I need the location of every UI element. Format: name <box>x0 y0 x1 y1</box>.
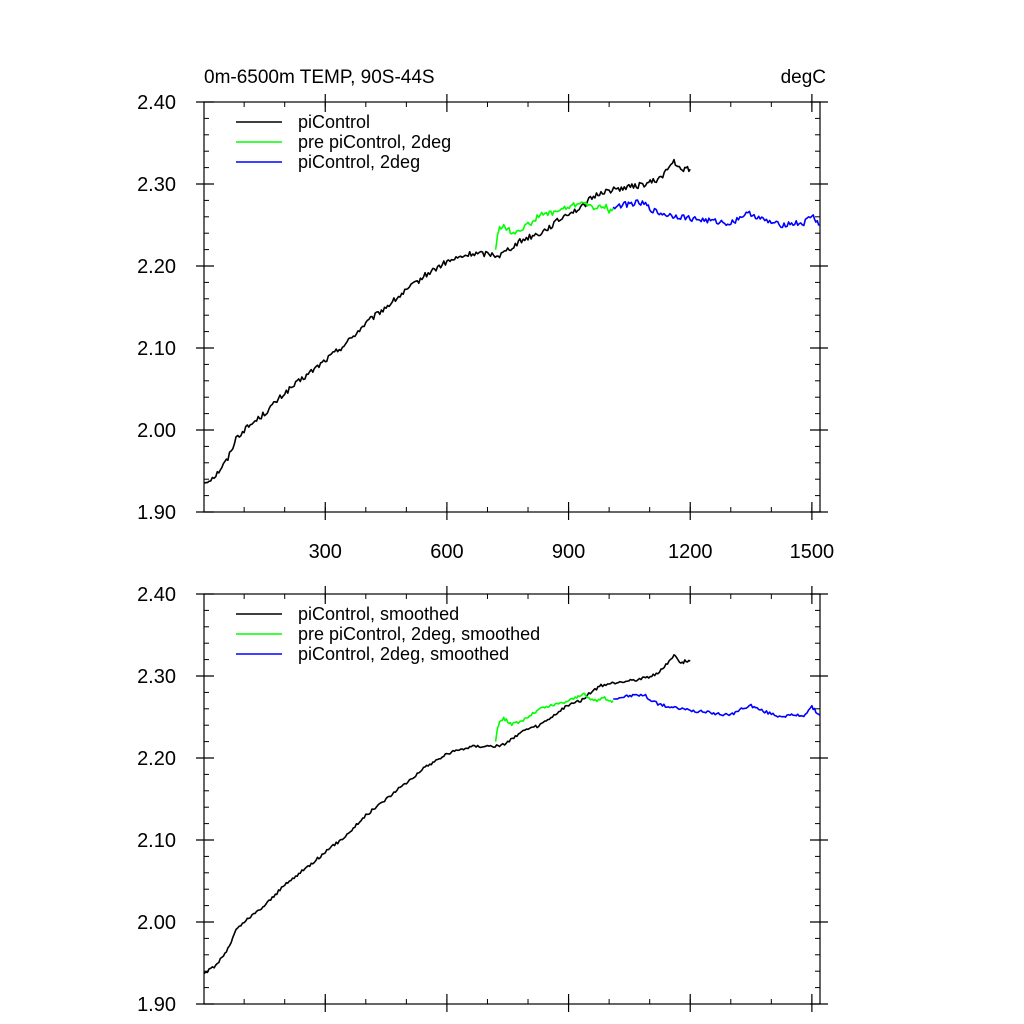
legend-label: piControl, 2deg, smoothed <box>298 644 509 664</box>
x-tick-label: 300 <box>309 541 342 563</box>
legend-label: piControl, smoothed <box>298 604 459 624</box>
chart-title: 0m-6500m TEMP, 90S-44S <box>204 67 435 88</box>
plot-frame <box>203 593 821 1005</box>
y-tick-label: 1.90 <box>137 502 176 524</box>
plot-frame <box>203 101 821 513</box>
series-line-1 <box>494 201 614 250</box>
legend-label: piControl <box>298 112 370 132</box>
y-tick-label: 2.40 <box>137 92 176 114</box>
y-tick-label: 2.10 <box>137 830 176 852</box>
x-tick-label: 600 <box>430 541 463 563</box>
y-tick-label: 2.20 <box>137 748 176 770</box>
series-line-0 <box>203 158 691 485</box>
y-tick-label: 2.20 <box>137 256 176 278</box>
x-tick-label: 1500 <box>790 541 835 563</box>
x-tick-label: 900 <box>552 541 585 563</box>
series-line-2 <box>612 199 821 229</box>
y-tick-label: 2.00 <box>137 912 176 934</box>
x-tick-label: 1200 <box>668 541 713 563</box>
series-line-0 <box>203 653 691 975</box>
y-tick-label: 2.30 <box>137 666 176 688</box>
y-tick-label: 2.00 <box>137 420 176 442</box>
top-panel: 1.90 2.00 2.10 2.20 2.30 2.40 300 600 900 1200 150… <box>137 92 834 563</box>
bottom-panel: 1.90 2.00 2.10 2.20 2.30 2.40 piControl, smoot… <box>137 584 828 1016</box>
legend-label: pre piControl, 2deg <box>298 132 451 152</box>
y-tick-label: 2.40 <box>137 584 176 606</box>
legend-label: pre piControl, 2deg, smoothed <box>298 624 540 644</box>
units-label: degC <box>781 67 826 88</box>
y-tick-label: 1.90 <box>137 994 176 1016</box>
series-line-2 <box>613 693 821 719</box>
legend-label: piControl, 2deg <box>298 152 420 172</box>
series-line-1 <box>494 692 614 742</box>
y-tick-label: 2.10 <box>137 338 176 360</box>
y-tick-label: 2.30 <box>137 174 176 196</box>
